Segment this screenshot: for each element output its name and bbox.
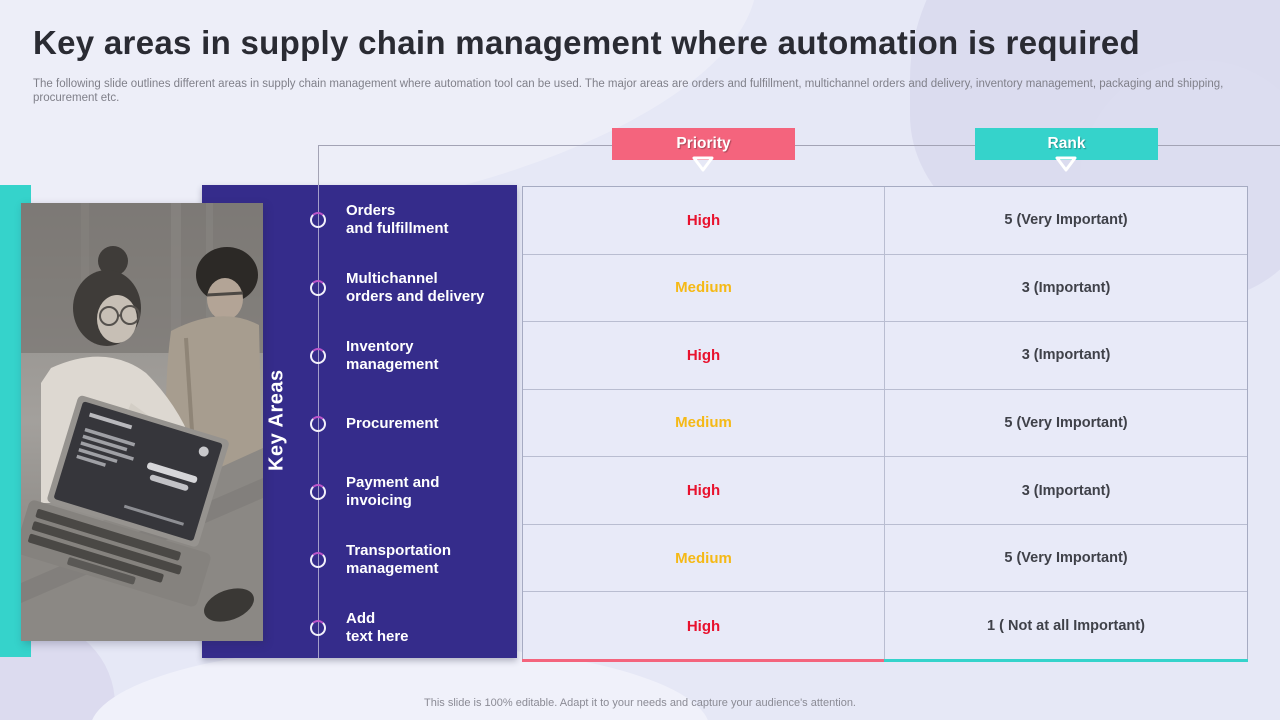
rank-header-label: Rank	[1047, 135, 1086, 152]
rank-cell: 5 (Very Important)	[885, 187, 1247, 255]
timeline-marker	[310, 212, 326, 228]
footer-note: This slide is 100% editable. Adapt it to…	[424, 697, 856, 709]
key-area-item-add-text[interactable]: Add text here	[346, 609, 409, 646]
timeline-marker	[310, 348, 326, 364]
priority-cell: High	[523, 592, 885, 660]
key-area-item-procurement: Procurement	[346, 414, 439, 432]
slide-subtitle: The following slide outlines different a…	[33, 78, 1224, 104]
rank-header-button[interactable]: Rank	[975, 128, 1158, 160]
key-area-item-payment: Payment and invoicing	[346, 473, 440, 510]
priority-cell: High	[523, 187, 885, 255]
rank-cell: 1 ( Not at all Important)	[885, 592, 1247, 660]
page-title: Key areas in supply chain management whe…	[33, 24, 1140, 61]
table-bottom-accent-priority	[522, 659, 884, 662]
connector-line-vertical	[318, 145, 319, 185]
priority-rank-table: High 5 (Very Important) Medium 3 (Import…	[522, 186, 1248, 661]
priority-arrow-down-icon	[692, 156, 714, 172]
rank-arrow-down-icon	[1055, 156, 1077, 172]
rank-cell: 5 (Very Important)	[885, 524, 1247, 593]
rank-cell: 3 (Important)	[885, 457, 1247, 525]
priority-cell: High	[523, 457, 885, 525]
connector-line-horizontal	[318, 145, 1280, 146]
rank-cell: 3 (Important)	[885, 322, 1247, 390]
priority-cell: Medium	[523, 389, 885, 458]
priority-cell: High	[523, 322, 885, 390]
priority-header-button[interactable]: Priority	[612, 128, 795, 160]
timeline-marker	[310, 552, 326, 568]
key-areas-label: Key Areas	[265, 369, 288, 471]
priority-header-label: Priority	[676, 135, 731, 152]
timeline-marker	[310, 484, 326, 500]
rank-cell: 5 (Very Important)	[885, 389, 1247, 458]
key-area-item-transportation: Transportation management	[346, 541, 452, 578]
team-photo-illustration	[21, 203, 263, 641]
rank-cell: 3 (Important)	[885, 254, 1247, 323]
timeline-marker	[310, 620, 326, 636]
key-area-item-orders: Orders and fulfillment	[346, 201, 449, 238]
timeline-marker	[310, 280, 326, 296]
priority-cell: Medium	[523, 254, 885, 323]
priority-cell: Medium	[523, 524, 885, 593]
table-bottom-accent-rank	[884, 659, 1248, 662]
key-area-item-multichannel: Multichannel orders and delivery	[346, 269, 485, 306]
timeline-marker	[310, 416, 326, 432]
key-area-item-inventory: Inventory management	[346, 337, 439, 374]
team-photo	[21, 203, 263, 641]
